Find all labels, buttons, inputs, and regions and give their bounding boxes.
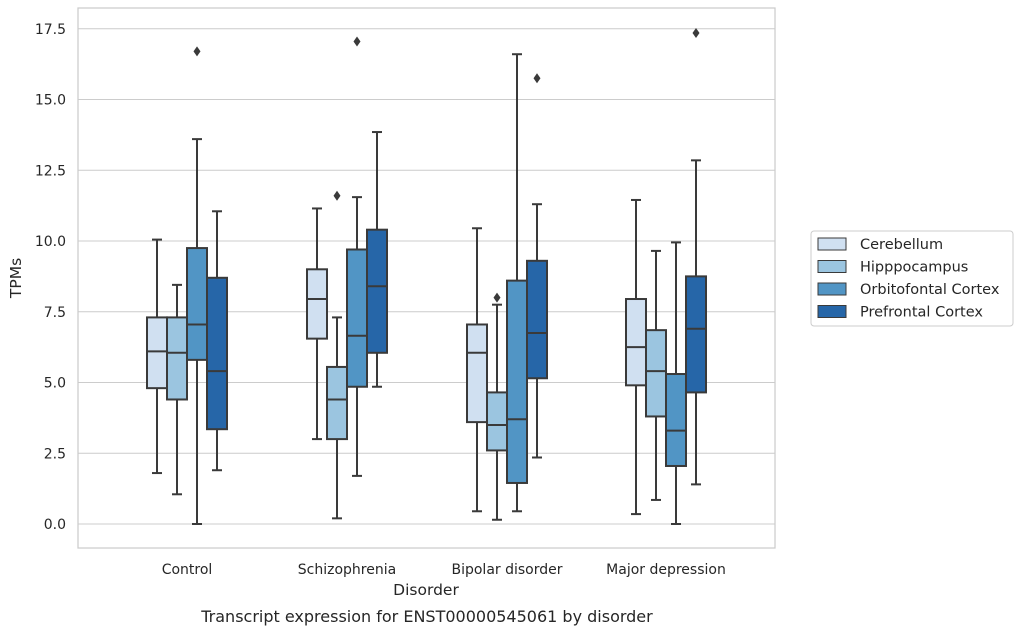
x-axis-title: Disorder [393, 581, 459, 599]
y-tick-label: 0.0 [44, 517, 66, 533]
legend-frame [810, 230, 1014, 327]
y-tick-label: 2.5 [44, 446, 66, 462]
box-group [186, 46, 208, 525]
box [506, 279, 528, 484]
box [625, 298, 647, 387]
box [366, 228, 388, 354]
outlier-point [333, 190, 341, 201]
box-group [346, 36, 368, 477]
box [486, 391, 508, 452]
legend-label: Prefrontal Cortex [860, 305, 983, 321]
y-tick-label: 17.5 [35, 22, 66, 38]
box-group [326, 190, 348, 520]
x-tick-label: Schizophrenia [298, 562, 396, 578]
box-group [685, 27, 707, 486]
x-tick-label: Major depression [606, 562, 726, 578]
box [665, 373, 687, 467]
x-tick-label: Control [162, 562, 213, 578]
y-axis-title: TPMs [7, 258, 25, 299]
box-group [526, 73, 548, 459]
box [645, 329, 667, 418]
boxes [146, 27, 707, 525]
legend-swatch [817, 237, 847, 251]
plot-frame [77, 7, 776, 549]
box-group [506, 53, 528, 513]
y-tick-labels: 0.0 2.5 5.0 7.5 10.0 12.5 15.0 17.5 [35, 22, 66, 533]
y-tick-label: 5.0 [44, 376, 66, 392]
box [206, 276, 228, 431]
box-group [166, 283, 188, 496]
box-group [625, 198, 647, 516]
box [146, 316, 168, 390]
box [466, 323, 488, 424]
box-group [306, 207, 328, 441]
box-group [206, 210, 228, 472]
box-group [366, 131, 388, 388]
box [346, 248, 368, 388]
y-tick-label: 10.0 [35, 234, 66, 250]
box-group [146, 238, 168, 475]
box [526, 259, 548, 380]
legend-label: Hipppocampus [860, 260, 968, 276]
legend-label: Cerebellum [860, 237, 943, 253]
box-group [645, 249, 667, 501]
y-tick-label: 15.0 [35, 93, 66, 109]
outlier-point [193, 46, 201, 57]
box [685, 275, 707, 394]
legend: Cerebellum Hipppocampus Orbitofontal Corte… [810, 230, 1014, 327]
legend-swatch [817, 305, 847, 318]
box-group [466, 227, 488, 513]
y-tick-label: 7.5 [44, 305, 66, 321]
plot-background [78, 8, 775, 548]
figure-caption: Transcript expression for ENST0000054506… [200, 607, 653, 626]
outlier-point [692, 27, 700, 38]
outlier-point [533, 73, 541, 84]
legend-label: Orbitofontal Cortex [860, 282, 1000, 298]
outlier-point [353, 36, 361, 47]
box [166, 316, 188, 401]
box-group [665, 241, 687, 525]
box [326, 365, 348, 441]
box [306, 268, 328, 340]
x-tick-labels: Control Schizophrenia Bipolar disorder Majo… [162, 562, 726, 578]
legend-swatch [817, 282, 847, 296]
legend-swatch [817, 260, 847, 273]
outlier-point [493, 292, 501, 303]
x-tick-label: Bipolar disorder [451, 562, 562, 578]
y-tick-label: 12.5 [35, 163, 66, 179]
box [186, 247, 208, 361]
